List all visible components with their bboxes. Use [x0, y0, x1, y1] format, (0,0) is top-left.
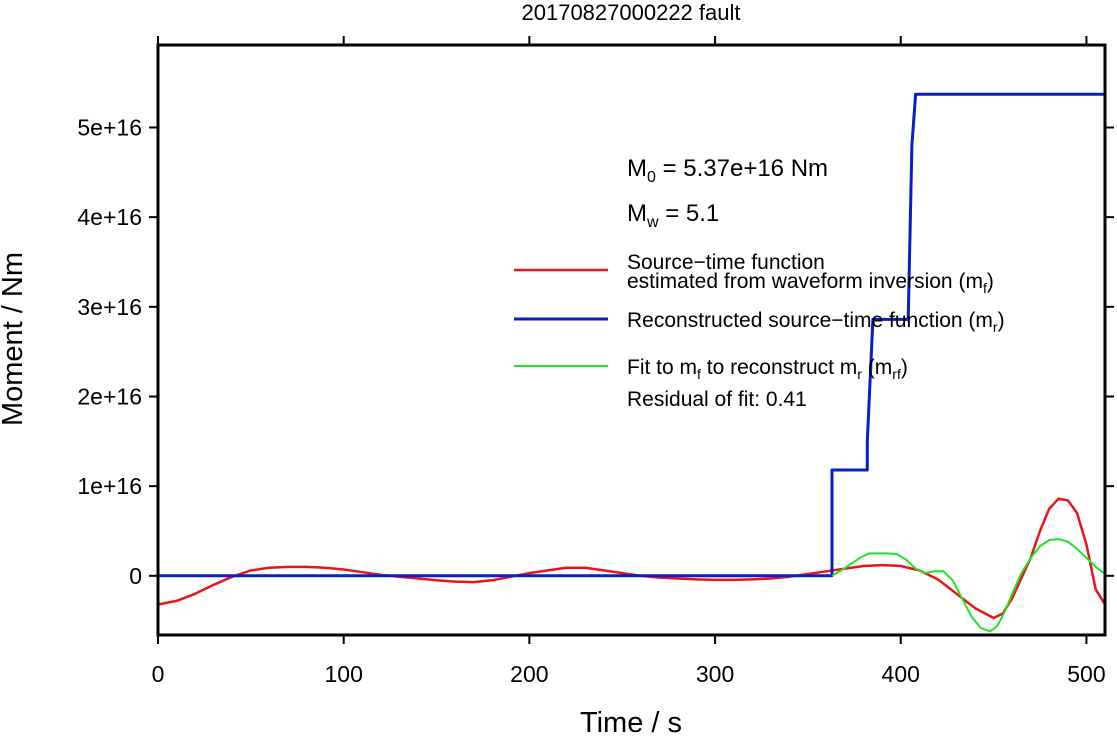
y-tick-label: 3e+16 [77, 294, 142, 320]
series-fit [831, 538, 1106, 633]
y-tick-label: 5e+16 [77, 114, 142, 140]
mw-subscript: w [646, 214, 659, 231]
x-tick-label: 0 [152, 661, 165, 687]
x-tick-label: 300 [696, 661, 734, 687]
axes: 0 100 200 300 400 500 0 1e+16 2e+16 3e+16 4e+16 5e+… [77, 36, 1114, 687]
legend-label-reconstructed: Reconstructed source−time function (mr) [627, 309, 1005, 335]
chart-title: 20170827000222 fault [522, 0, 741, 25]
residual-annotation: Residual of fit: 0.41 [627, 388, 807, 411]
legend: Source−time function estimated from wave… [514, 251, 1005, 411]
y-axis-label: Moment / Nm [0, 252, 29, 426]
m0-annotation: M0 = 5.37e+16 Nm [627, 155, 828, 186]
series-reconstructed-stf [158, 92, 1105, 578]
y-tick-label: 4e+16 [77, 204, 142, 230]
y-tick-label: 2e+16 [77, 383, 142, 409]
legend-label-fit: Fit to mf to reconstruct mr (mrf) [627, 356, 908, 382]
legend-label-source-time-line1: Source−time function [627, 251, 825, 274]
x-tick-label: 200 [510, 661, 548, 687]
plot-area [157, 92, 1107, 633]
m0-subscript: 0 [647, 169, 656, 186]
x-axis-label: Time / s [580, 707, 682, 736]
plot-frame [156, 43, 1107, 637]
y-tick-label: 1e+16 [77, 473, 142, 499]
x-tick-label: 500 [1067, 661, 1105, 687]
x-tick-label: 100 [324, 661, 362, 687]
mw-annotation: Mw = 5.1 [627, 200, 719, 231]
x-tick-label: 400 [882, 661, 920, 687]
y-tick-label: 0 [129, 563, 142, 589]
legend-label-source-time-line2: estimated from waveform inversion (mf) [627, 270, 994, 296]
